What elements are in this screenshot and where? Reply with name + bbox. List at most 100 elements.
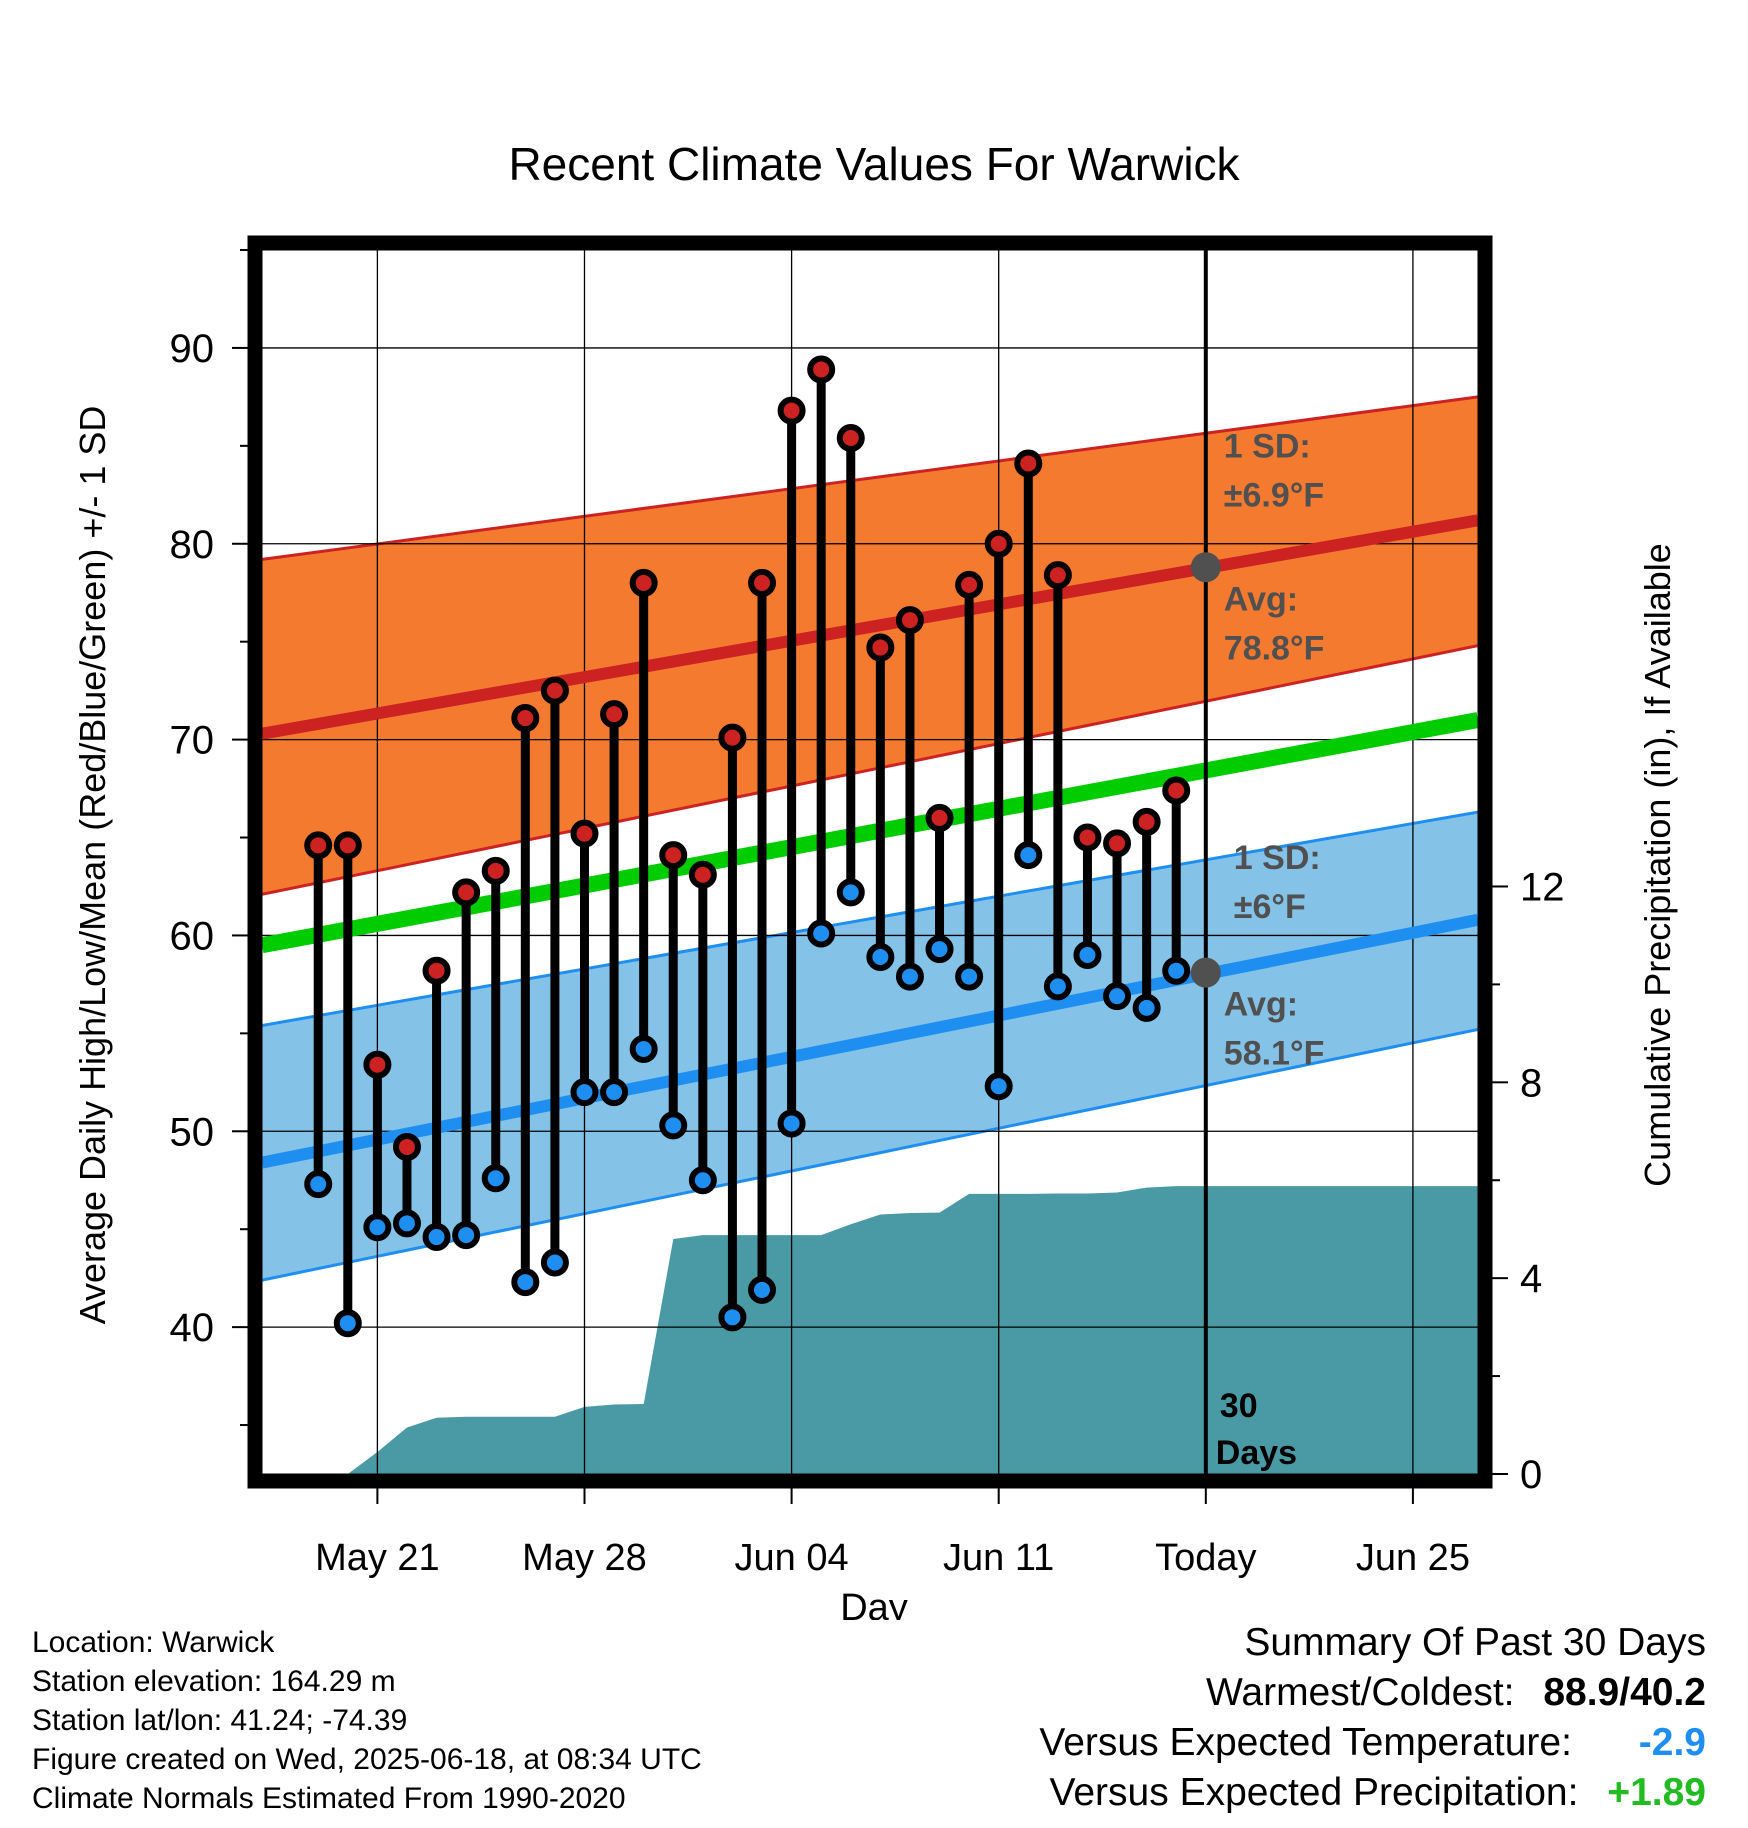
high-point	[304, 831, 333, 860]
low-point	[836, 878, 865, 907]
low-point	[984, 1072, 1013, 1101]
days-count-label: Days	[1216, 1434, 1297, 1472]
high-sd-label: 1 SD:	[1224, 428, 1311, 466]
location-text: Location: Warwick	[32, 1626, 275, 1659]
precip-departure-label: Versus Expected Precipitation:	[1049, 1771, 1579, 1814]
x-axis-label: Day	[840, 1587, 908, 1620]
low-point	[807, 919, 836, 948]
precip-departure-row: Versus Expected Precipitation: +1.89	[1039, 1768, 1707, 1818]
low-point	[570, 1078, 599, 1107]
high-point	[1073, 823, 1102, 852]
high-point	[925, 803, 954, 832]
high-point	[1103, 829, 1132, 858]
low-point	[1162, 956, 1191, 985]
plot-area: 1 SD: ±6.9°F Avg: 78.8°F 1 SD: ±6°F Avg: 58.1°F…	[170, 235, 1565, 1579]
high-normal-line	[262, 514, 1478, 740]
today-low-normal-marker	[1190, 957, 1221, 988]
chart-title: Recent Climate Values For Warwick	[508, 138, 1240, 190]
y-tick-label: 60	[170, 914, 215, 958]
low-avg-label: Avg:	[1224, 986, 1298, 1024]
low-point	[304, 1170, 333, 1199]
low-point	[452, 1221, 481, 1250]
low-point	[688, 1166, 717, 1195]
high-point	[481, 856, 510, 885]
high-point	[363, 1050, 392, 1079]
y2-tick-label: 8	[1520, 1061, 1542, 1105]
x-tick-label: May 21	[315, 1537, 440, 1579]
low-point	[511, 1268, 540, 1297]
created-text: Figure created on Wed, 2025-06-18, at 08…	[32, 1743, 702, 1776]
y-tick-label: 70	[170, 719, 215, 763]
low-point	[895, 962, 924, 991]
y-tick-label: 90	[170, 327, 215, 371]
high-avg-label: Avg:	[1224, 580, 1298, 618]
warmest-coldest-value: 88.9/40.2	[1543, 1671, 1706, 1714]
high-point	[777, 396, 806, 425]
high-point	[629, 568, 658, 597]
plot-frame	[247, 235, 1493, 1489]
warmest-coldest-row: Warmest/Coldest: 88.9/40.2	[1039, 1668, 1706, 1718]
y2-tick-label: 12	[1520, 865, 1565, 909]
low-point	[1132, 993, 1161, 1022]
high-point	[718, 723, 747, 752]
high-sd-value: ±6.9°F	[1224, 477, 1324, 515]
plot-content: 1 SD: ±6.9°F Avg: 78.8°F 1 SD: ±6°F Avg: 58.1°F…	[262, 250, 1478, 1474]
high-point	[748, 568, 777, 597]
high-point	[392, 1132, 421, 1161]
precip-departure-value: +1.89	[1607, 1771, 1706, 1814]
warmest-coldest-label: Warmest/Coldest:	[1206, 1671, 1515, 1714]
elevation-text: Station elevation: 164.29 m	[32, 1665, 396, 1698]
high-sd-lower-line	[262, 644, 1478, 896]
low-point	[866, 942, 895, 971]
y2-axis-label: Cumulative Precipitation (in), If Availa…	[1637, 543, 1678, 1187]
low-point	[392, 1209, 421, 1238]
high-sd-upper-line	[262, 395, 1478, 561]
normals-text: Climate Normals Estimated From 1990-2020	[32, 1782, 626, 1815]
low-point	[1043, 972, 1072, 1001]
high-point	[1043, 561, 1072, 590]
high-point	[600, 700, 629, 729]
low-avg-value: 58.1°F	[1224, 1035, 1325, 1073]
low-point	[540, 1248, 569, 1277]
temp-departure-row: Versus Expected Temperature: -2.9	[1039, 1718, 1706, 1768]
temp-departure-label: Versus Expected Temperature:	[1039, 1721, 1572, 1764]
y-tick-label: 40	[170, 1306, 215, 1350]
low-point	[363, 1213, 392, 1242]
low-sd-value: ±6°F	[1234, 888, 1306, 926]
today-high-normal-marker	[1190, 552, 1221, 583]
low-point	[659, 1111, 688, 1140]
low-point	[1014, 841, 1043, 870]
low-point	[925, 935, 954, 964]
gridlines	[262, 250, 1478, 1474]
low-point	[600, 1078, 629, 1107]
high-point	[866, 633, 895, 662]
high-point	[1132, 807, 1161, 836]
climate-chart: Recent Climate Values For Warwick 1 SD: ±…	[72, 138, 1678, 1620]
high-point	[955, 570, 984, 599]
summary-panel: Summary Of Past 30 Days Warmest/Coldest:…	[1039, 1618, 1706, 1818]
x-tick-label: May 28	[522, 1537, 647, 1579]
high-point	[688, 860, 717, 889]
high-point	[836, 424, 865, 453]
y-axis-label: Average Daily High/Low/Mean (Red/Blue/Gr…	[72, 406, 113, 1325]
low-point	[1103, 982, 1132, 1011]
high-avg-value: 78.8°F	[1224, 629, 1325, 667]
high-point	[452, 878, 481, 907]
high-point	[422, 956, 451, 985]
y-tick-label: 50	[170, 1110, 215, 1154]
low-point	[777, 1109, 806, 1138]
y2-tick-label: 4	[1520, 1257, 1542, 1301]
x-tick-label: Jun 04	[735, 1537, 849, 1579]
low-point	[629, 1035, 658, 1064]
precip-area	[288, 1186, 1478, 1474]
low-point	[748, 1275, 777, 1304]
y-tick-label: 80	[170, 523, 215, 567]
x-tick-label: Jun 11	[943, 1537, 1054, 1579]
high-point	[540, 676, 569, 705]
x-tick-label: Jun 25	[1356, 1537, 1470, 1579]
x-tick-label: Today	[1155, 1537, 1256, 1579]
high-point	[333, 831, 362, 860]
low-point	[955, 962, 984, 991]
low-sd-label: 1 SD:	[1234, 839, 1321, 877]
high-point	[895, 606, 924, 635]
